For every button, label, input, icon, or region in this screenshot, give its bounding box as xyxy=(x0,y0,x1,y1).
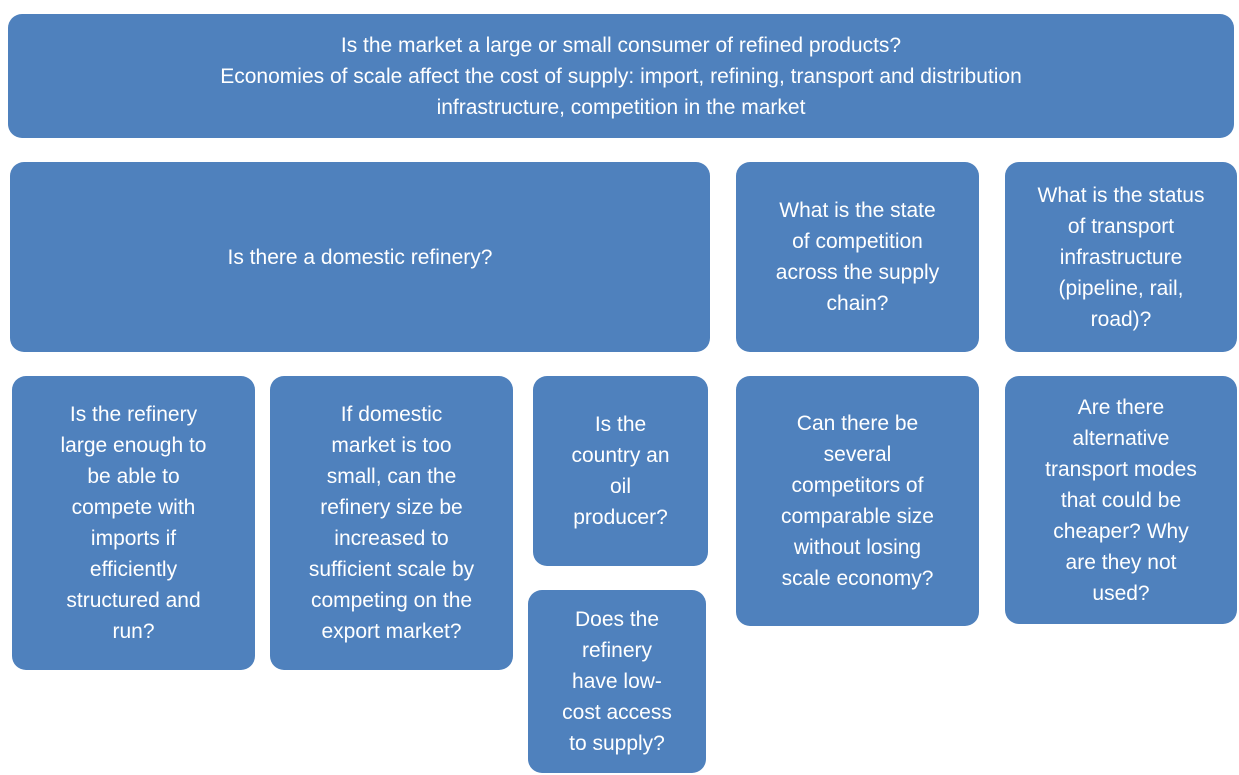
node-text: What is the status xyxy=(1037,183,1205,207)
node-text: large enough to xyxy=(60,434,207,457)
node-text: infrastructure, competition in the marke… xyxy=(436,95,806,119)
node-text: chain? xyxy=(826,292,889,315)
node-box: What is the state of competition across th… xyxy=(736,162,979,352)
node-box: Does the refinery have low-cost access to s… xyxy=(528,590,706,773)
node-text: run? xyxy=(112,620,155,643)
node-text: (pipeline, rail, xyxy=(1058,276,1184,300)
node-text: sufficient scale by xyxy=(308,558,475,581)
node-text: imports if xyxy=(90,527,177,550)
node-text: road)? xyxy=(1090,307,1152,331)
node-text: What is the state xyxy=(779,199,936,222)
node-text: export market? xyxy=(321,620,462,643)
node-text: competing on the xyxy=(310,589,473,612)
node-text: Is the xyxy=(594,413,647,436)
node-text: compete with xyxy=(71,496,196,519)
node-text: comparable size xyxy=(781,505,934,528)
node-text: across the supply xyxy=(775,261,940,284)
node-text: market is too xyxy=(331,434,452,457)
node-text: of transport xyxy=(1067,214,1175,238)
node-text: Does the xyxy=(574,608,660,631)
node-box: Is the market a large or small consumer … xyxy=(8,14,1234,138)
node-text: transport modes xyxy=(1045,457,1197,481)
node-text: small, can the xyxy=(326,465,457,488)
node-text: refinery size be xyxy=(320,496,463,519)
node-box: Can there be several competitors of compara… xyxy=(736,376,979,626)
node-text: infrastructure xyxy=(1059,245,1183,269)
node-text: alternative xyxy=(1072,426,1170,450)
node-text: producer? xyxy=(573,506,668,529)
node-text: efficiently xyxy=(89,558,178,581)
node-text: Is there a domestic refinery? xyxy=(227,245,493,269)
node-box: Are there alternative transport modes that … xyxy=(1005,376,1237,624)
node-text: to supply? xyxy=(569,732,665,755)
node-box: Is the refinery large enough to be able to… xyxy=(12,376,255,670)
node-text: scale economy? xyxy=(781,567,934,590)
node-text: Is the refinery xyxy=(69,403,198,426)
node-text: increased to xyxy=(334,527,449,550)
node-text: used? xyxy=(1092,581,1150,605)
node-text: of competition xyxy=(792,230,923,253)
node-text: Are there xyxy=(1077,395,1165,419)
node-text: oil xyxy=(609,475,631,498)
node-box: If domestic market is too small, can the re… xyxy=(270,376,513,670)
node-text: that could be xyxy=(1060,488,1182,512)
node-text: without losing xyxy=(793,536,922,559)
node-text: are they not xyxy=(1065,550,1177,574)
node-text: Can there be xyxy=(796,412,919,435)
node-text: competitors of xyxy=(791,474,924,497)
node-text: structured and xyxy=(66,589,201,612)
node-text: Is the market a large or small consumer … xyxy=(340,33,902,57)
node-text: have low- xyxy=(572,670,662,693)
node-box: Is the country an oil producer? xyxy=(533,376,708,566)
node-box: Is there a domestic refinery? xyxy=(10,162,710,352)
node-text: country an xyxy=(571,444,670,467)
node-text: Economies of scale affect the cost of su… xyxy=(220,64,1022,88)
node-text: several xyxy=(823,443,892,466)
node-text: cheaper? Why xyxy=(1053,519,1189,543)
node-text: be able to xyxy=(87,465,180,488)
node-text: refinery xyxy=(581,639,653,662)
node-text: If domestic xyxy=(340,403,443,426)
node-box: What is the status of transport infrastruc… xyxy=(1005,162,1237,352)
node-text: cost access xyxy=(562,701,672,724)
